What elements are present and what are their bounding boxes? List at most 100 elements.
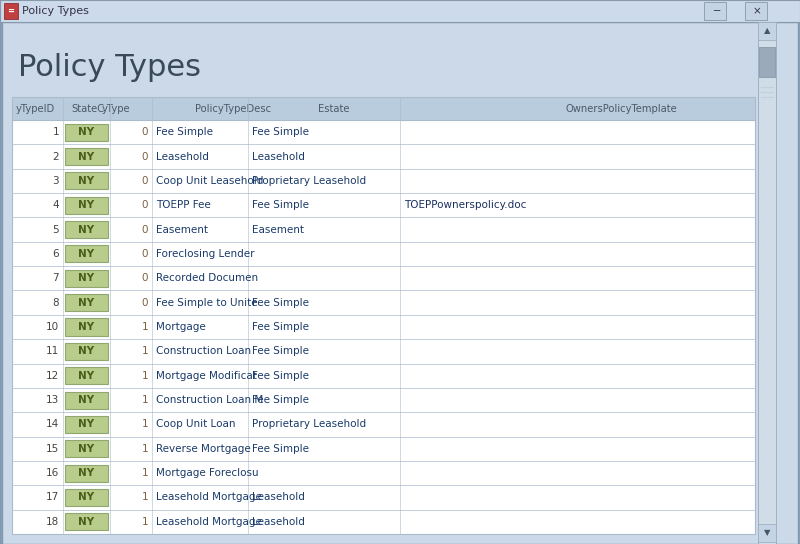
Text: 0: 0 (142, 298, 148, 308)
Text: 1: 1 (52, 127, 59, 137)
Text: NY: NY (78, 273, 94, 283)
Bar (65, 294, 108, 311)
Text: Estate: Estate (318, 103, 350, 114)
Text: Fee Simple: Fee Simple (252, 347, 309, 356)
Text: 17: 17 (46, 492, 59, 503)
Bar (4, 3, 18, 19)
Text: Fee Simple: Fee Simple (156, 127, 213, 137)
Bar (65, 221, 108, 238)
Bar (65, 367, 108, 384)
Bar (12, 485, 755, 510)
Text: 1: 1 (142, 370, 148, 381)
Text: Leasehold Mortgage: Leasehold Mortgage (156, 517, 262, 527)
Text: NY: NY (78, 347, 94, 356)
Bar (65, 465, 108, 481)
Bar (12, 437, 755, 461)
Text: ▼: ▼ (764, 529, 770, 537)
Text: NY: NY (78, 492, 94, 503)
Bar (12, 97, 755, 534)
Text: yType: yType (102, 103, 130, 114)
Text: NY: NY (78, 176, 94, 186)
Text: 2: 2 (52, 152, 59, 162)
Text: Fee Simple: Fee Simple (252, 370, 309, 381)
Text: Leasehold: Leasehold (252, 517, 305, 527)
Text: 18: 18 (46, 517, 59, 527)
Text: Construction Loan: Construction Loan (156, 347, 251, 356)
Text: 0: 0 (142, 200, 148, 210)
Text: 0: 0 (142, 273, 148, 283)
Text: 0: 0 (142, 249, 148, 259)
Text: NY: NY (78, 517, 94, 527)
Bar (12, 315, 755, 339)
Bar (65, 123, 108, 141)
Text: Mortgage: Mortgage (156, 322, 206, 332)
Text: 11: 11 (46, 347, 59, 356)
Text: NY: NY (78, 370, 94, 381)
Text: Fee Simple: Fee Simple (252, 127, 309, 137)
Text: Fee Simple: Fee Simple (252, 395, 309, 405)
Text: Proprietary Leasehold: Proprietary Leasehold (252, 176, 366, 186)
Text: Fee Simple: Fee Simple (252, 298, 309, 308)
Text: yTypeID: yTypeID (16, 103, 55, 114)
Bar (12, 97, 755, 120)
Bar (65, 440, 108, 458)
Text: ▲: ▲ (764, 27, 770, 35)
Text: NY: NY (78, 127, 94, 137)
Bar (12, 120, 755, 144)
Text: 13: 13 (46, 395, 59, 405)
Bar (65, 270, 108, 287)
Bar (65, 318, 108, 336)
Text: NY: NY (78, 395, 94, 405)
Text: NY: NY (78, 322, 94, 332)
Text: 1: 1 (142, 468, 148, 478)
Text: NY: NY (78, 298, 94, 308)
Bar (12, 510, 755, 534)
Bar (65, 514, 108, 530)
Text: 8: 8 (52, 298, 59, 308)
Bar (12, 242, 755, 266)
Bar (12, 461, 755, 485)
Bar (12, 363, 755, 388)
Bar (65, 392, 108, 409)
Text: NY: NY (78, 152, 94, 162)
Text: 1: 1 (142, 347, 148, 356)
Bar (65, 148, 108, 165)
Bar (12, 412, 755, 437)
Text: Reverse Mortgage: Reverse Mortgage (156, 444, 250, 454)
Text: TOEPP Fee: TOEPP Fee (156, 200, 210, 210)
Text: 1: 1 (142, 322, 148, 332)
Text: Fee Simple to Unite: Fee Simple to Unite (156, 298, 258, 308)
Text: Coop Unit Loan: Coop Unit Loan (156, 419, 235, 429)
Text: OwnersPolicyTemplate: OwnersPolicyTemplate (565, 103, 677, 114)
Text: 7: 7 (52, 273, 59, 283)
Text: Foreclosing Lender: Foreclosing Lender (156, 249, 254, 259)
Text: Fee Simple: Fee Simple (252, 200, 309, 210)
Bar (65, 197, 108, 214)
Bar (758, 22, 776, 544)
Text: 0: 0 (142, 152, 148, 162)
Text: NY: NY (78, 444, 94, 454)
Text: NY: NY (78, 200, 94, 210)
Bar (0, 0, 800, 22)
Text: Leasehold Mortgage: Leasehold Mortgage (156, 492, 262, 503)
Bar (12, 218, 755, 242)
Text: Proprietary Leasehold: Proprietary Leasehold (252, 419, 366, 429)
Text: Leasehold: Leasehold (156, 152, 209, 162)
Text: PolicyTypeDesc: PolicyTypeDesc (195, 103, 271, 114)
Text: ×: × (753, 6, 762, 16)
Text: 16: 16 (46, 468, 59, 478)
Bar (758, 22, 776, 40)
Bar (759, 47, 775, 77)
Text: 1: 1 (142, 395, 148, 405)
Text: NY: NY (78, 249, 94, 259)
Bar (65, 489, 108, 506)
Text: 10: 10 (46, 322, 59, 332)
Bar (745, 2, 767, 20)
Bar (65, 172, 108, 189)
Text: Easement: Easement (156, 225, 208, 234)
Bar (12, 193, 755, 218)
Text: 12: 12 (46, 370, 59, 381)
Text: NY: NY (78, 225, 94, 234)
Text: TOEPPownerspolicy.doc: TOEPPownerspolicy.doc (404, 200, 526, 210)
Bar (65, 343, 108, 360)
